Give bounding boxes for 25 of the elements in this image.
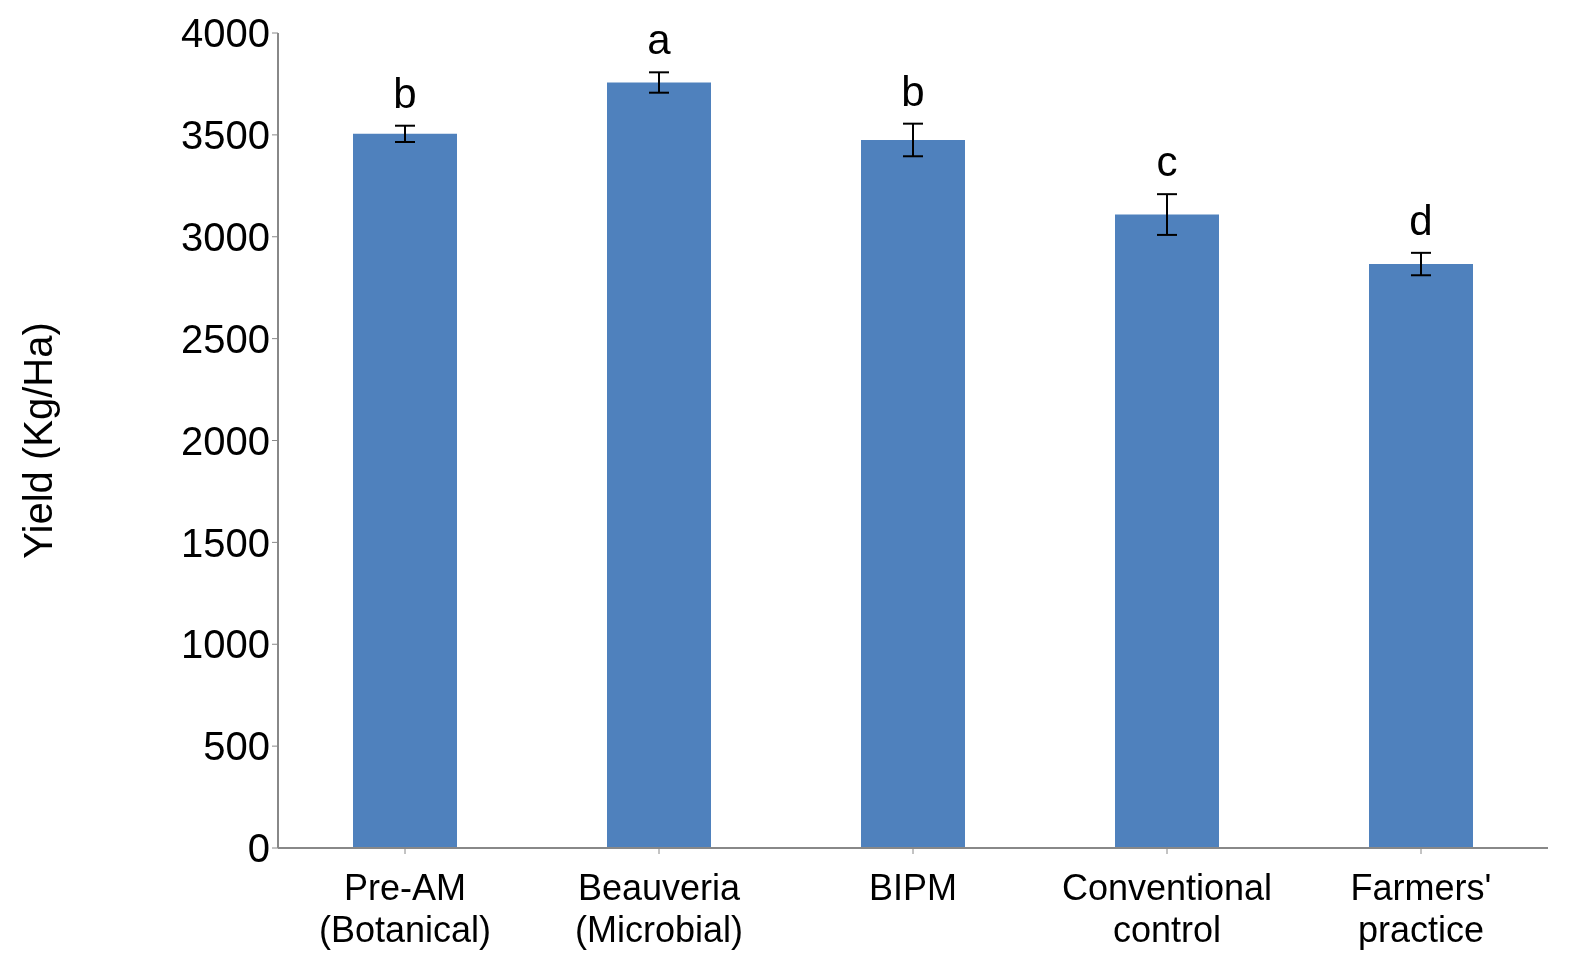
bar [861, 139, 965, 848]
y-tick-label: 500 [203, 724, 270, 769]
y-tick-label: 1000 [181, 622, 270, 667]
y-tick-label: 2000 [181, 418, 270, 463]
annotation: c [1156, 138, 1178, 186]
x-tick-label: Beauveria (Microbial) [574, 867, 744, 950]
x-tick-label: BIPM [868, 867, 958, 908]
y-tick-label: 0 [247, 826, 270, 871]
y-tick-label: 4000 [181, 11, 270, 56]
y-tick-label: 3000 [181, 214, 270, 259]
y-tick-label: 3500 [181, 113, 270, 158]
bar [353, 133, 457, 848]
annotation: b [901, 67, 925, 115]
bar [1369, 264, 1473, 848]
bar [607, 82, 711, 848]
y-tick-label: 1500 [181, 520, 270, 565]
bar [1115, 214, 1219, 848]
annotation: d [1409, 196, 1433, 244]
y-tick-label: 2500 [181, 316, 270, 361]
x-tick-label: Conventional control [1061, 867, 1273, 950]
annotation: b [393, 69, 417, 117]
annotation: a [647, 16, 672, 64]
y-axis-title: Yield (Kg/Ha) [16, 322, 61, 559]
x-tick-label: Farmers' practice [1350, 867, 1492, 950]
x-tick-label: Pre-AM (Botanical) [318, 867, 492, 950]
